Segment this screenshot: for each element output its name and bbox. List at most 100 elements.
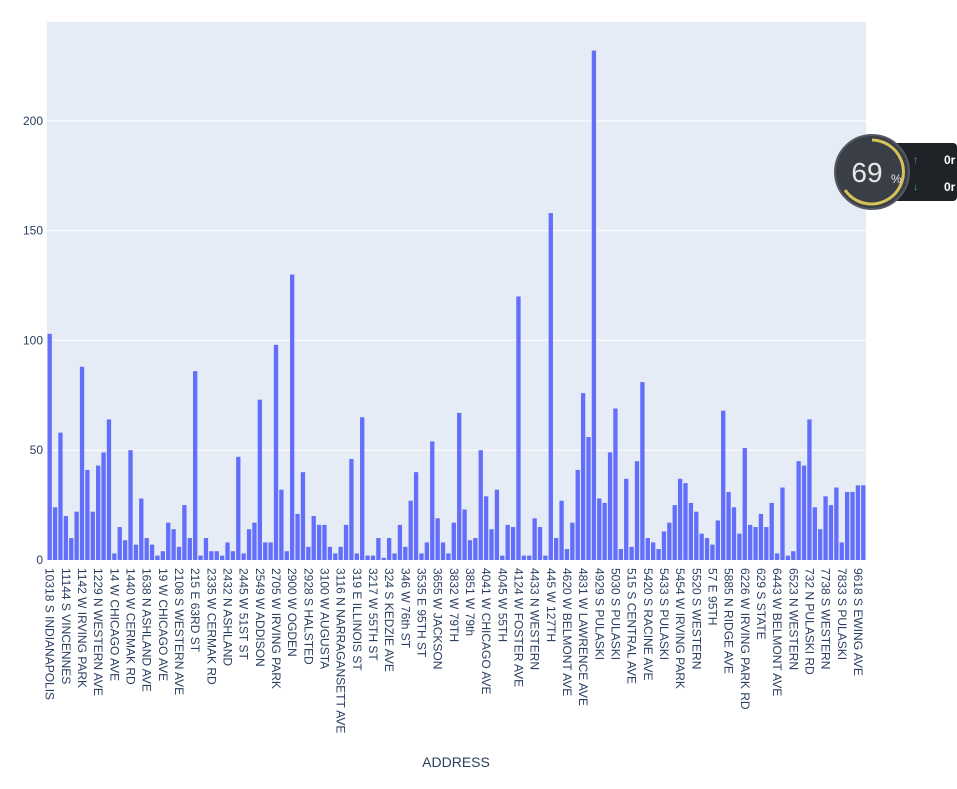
bar <box>688 502 694 560</box>
bar <box>187 538 192 560</box>
bar <box>397 524 403 560</box>
bar <box>516 296 521 560</box>
bar <box>721 410 726 560</box>
bar <box>462 509 467 560</box>
bar <box>510 527 516 560</box>
bar <box>316 524 322 560</box>
bar <box>451 522 456 560</box>
x-tick-label: 1638 N ASHLAND AVE <box>140 568 154 692</box>
bar <box>360 417 365 560</box>
bar <box>780 487 785 560</box>
bar <box>365 555 370 560</box>
bar <box>327 546 333 560</box>
bar <box>246 529 252 560</box>
bar <box>403 546 408 560</box>
x-tick-label: 2928 S HALSTED <box>301 568 315 665</box>
bar <box>370 555 376 560</box>
bar <box>139 498 144 560</box>
bar <box>473 538 478 560</box>
bar <box>715 520 720 560</box>
bar <box>645 538 650 560</box>
x-tick-label: 7738 S WESTERN <box>819 568 833 669</box>
x-tick-label: 5885 N RIDGE AVE <box>722 568 736 674</box>
bar <box>133 544 139 560</box>
bar <box>861 485 866 560</box>
x-tick-label: 324 S KEDZIE AVE <box>382 568 396 672</box>
x-tick-label: 2432 N ASHLAND <box>221 568 235 666</box>
bar <box>219 555 225 560</box>
x-tick-label: 319 E ILLINOIS ST <box>350 568 364 671</box>
bar <box>300 472 306 560</box>
x-tick-label: 6226 W IRVING PARK RD <box>738 568 752 710</box>
bar <box>386 538 392 560</box>
bar <box>505 524 510 560</box>
bar <box>171 529 176 560</box>
bar <box>521 555 527 560</box>
bar <box>69 538 74 560</box>
bar <box>58 432 63 560</box>
bar <box>500 555 505 560</box>
bar <box>764 527 769 560</box>
bar <box>467 540 473 560</box>
x-tick-label: 1142 W IRVING PARK <box>75 568 89 688</box>
bar <box>618 549 623 560</box>
bar <box>63 516 69 560</box>
bar <box>85 469 90 560</box>
y-tick-label: 150 <box>23 224 43 238</box>
bar <box>683 483 688 560</box>
bar <box>855 485 861 560</box>
bar <box>532 518 537 560</box>
bar <box>106 419 112 560</box>
bar <box>672 505 677 560</box>
x-tick-label: 4620 W BELMONT AVE <box>560 568 574 696</box>
overlay-widget: ↑ ↓ 0r 0r 69 % <box>834 134 957 210</box>
bar <box>624 478 629 560</box>
bar <box>758 513 764 560</box>
gauge <box>834 134 910 210</box>
bar <box>268 542 273 560</box>
bar <box>801 465 807 560</box>
bar <box>489 529 494 560</box>
x-tick-label: 4124 W FOSTER AVE <box>511 568 525 687</box>
bar <box>607 452 613 560</box>
bar <box>710 544 715 560</box>
bar <box>494 489 500 560</box>
bar <box>333 553 338 560</box>
bar <box>844 491 850 560</box>
bar <box>850 491 855 560</box>
x-tick-label: 3851 W 79th <box>463 568 477 636</box>
bar <box>144 538 149 560</box>
bar <box>166 522 171 560</box>
bar <box>214 551 219 560</box>
bar <box>128 450 133 560</box>
bar <box>101 452 106 560</box>
bar <box>193 371 198 560</box>
x-axis-title: ADDRESS <box>422 754 490 770</box>
bar <box>543 555 548 560</box>
x-tick-label: 2705 W IRVING PARK <box>269 568 283 689</box>
x-tick-label: 2445 W 51ST ST <box>237 568 251 660</box>
bar <box>564 549 570 560</box>
y-tick-label: 100 <box>23 333 43 347</box>
bar <box>198 555 203 560</box>
x-tick-label: 4045 W 55TH <box>495 568 509 642</box>
bar <box>726 491 731 560</box>
bar <box>273 344 279 560</box>
bar <box>338 546 343 560</box>
bar <box>236 456 241 560</box>
bar <box>812 507 817 560</box>
bar <box>435 518 440 560</box>
bar <box>677 478 683 560</box>
bar <box>295 513 300 560</box>
x-tick-label: 4831 W LAWRENCE AVE <box>576 568 590 706</box>
x-tick-label: 4041 W CHICAGO AVE <box>479 568 493 695</box>
bar <box>823 496 828 560</box>
plot-background <box>47 22 866 560</box>
bar <box>381 557 386 560</box>
bar <box>554 538 559 560</box>
bar <box>284 551 289 560</box>
bar <box>527 555 532 560</box>
bar <box>769 502 774 560</box>
x-tick-label: 732 N PULASKI RD <box>802 568 816 675</box>
x-tick-label: 11144 S VINCENNES <box>59 568 73 684</box>
